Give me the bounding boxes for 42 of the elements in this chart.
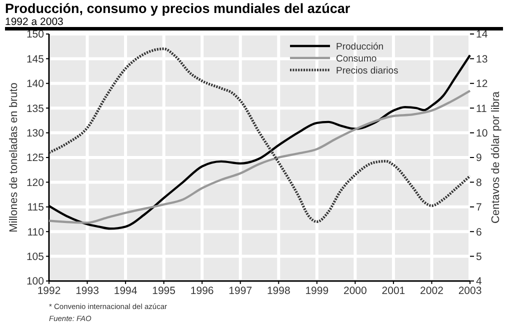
x-tick-label: 1998 <box>266 285 290 297</box>
y-tick-label: 130 <box>26 127 44 140</box>
legend-label: Consumo <box>336 53 377 64</box>
x-tick-label: 1995 <box>152 285 176 297</box>
x-tick-label: 1997 <box>228 285 252 297</box>
x-tick-label: 1996 <box>190 285 214 297</box>
y-tick-label: 145 <box>26 53 44 66</box>
y2-tick-label: 7 <box>476 202 482 214</box>
y2-tick-label: 5 <box>476 250 482 263</box>
y2-tick-label: 10 <box>476 127 488 140</box>
y-tick-label: 135 <box>26 102 44 115</box>
y2-tick-label: 13 <box>476 53 488 66</box>
x-tick-label: 1993 <box>76 285 100 297</box>
legend-label: Precios diarios <box>336 65 399 76</box>
y2-axis-title: Centavos de dólar por libra <box>490 90 502 224</box>
y-tick-label: 105 <box>26 250 44 263</box>
y2-tick-label: 9 <box>476 152 482 164</box>
legend-label: Producción <box>336 41 384 52</box>
x-tick-label: 1994 <box>114 285 138 297</box>
x-tick-label: 2002 <box>420 285 444 297</box>
y-axis-title: Millones de toneladas en bruto <box>8 82 20 232</box>
y2-tick-label: 4 <box>476 276 482 288</box>
x-tick-label: 1999 <box>305 285 329 297</box>
x-tick-label: 2001 <box>382 285 406 297</box>
y-tick-label: 100 <box>26 276 44 288</box>
x-tick-label: 1992 <box>37 285 61 297</box>
y2-tick-label: 8 <box>476 176 482 189</box>
y-tick-label: 110 <box>27 226 44 238</box>
y-tick-label: 115 <box>27 202 44 214</box>
y2-tick-label: 6 <box>476 226 482 238</box>
y2-tick-label: 12 <box>476 78 488 90</box>
y-tick-label: 120 <box>26 176 44 189</box>
chart-subtitle: 1992 a 2003 <box>5 16 64 28</box>
y-tick-label: 150 <box>26 28 44 41</box>
y2-tick-label: 11 <box>476 102 488 115</box>
chart-title: Producción, consumo y precios mundiales del azúcar <box>5 1 351 16</box>
line-series <box>48 90 472 224</box>
y-tick-label: 125 <box>26 152 44 164</box>
y2-tick-label: 14 <box>476 28 488 41</box>
x-tick-label: 2000 <box>344 285 368 297</box>
y-tick-label: 140 <box>26 78 44 90</box>
x-tick-label: 2003 <box>458 285 482 297</box>
